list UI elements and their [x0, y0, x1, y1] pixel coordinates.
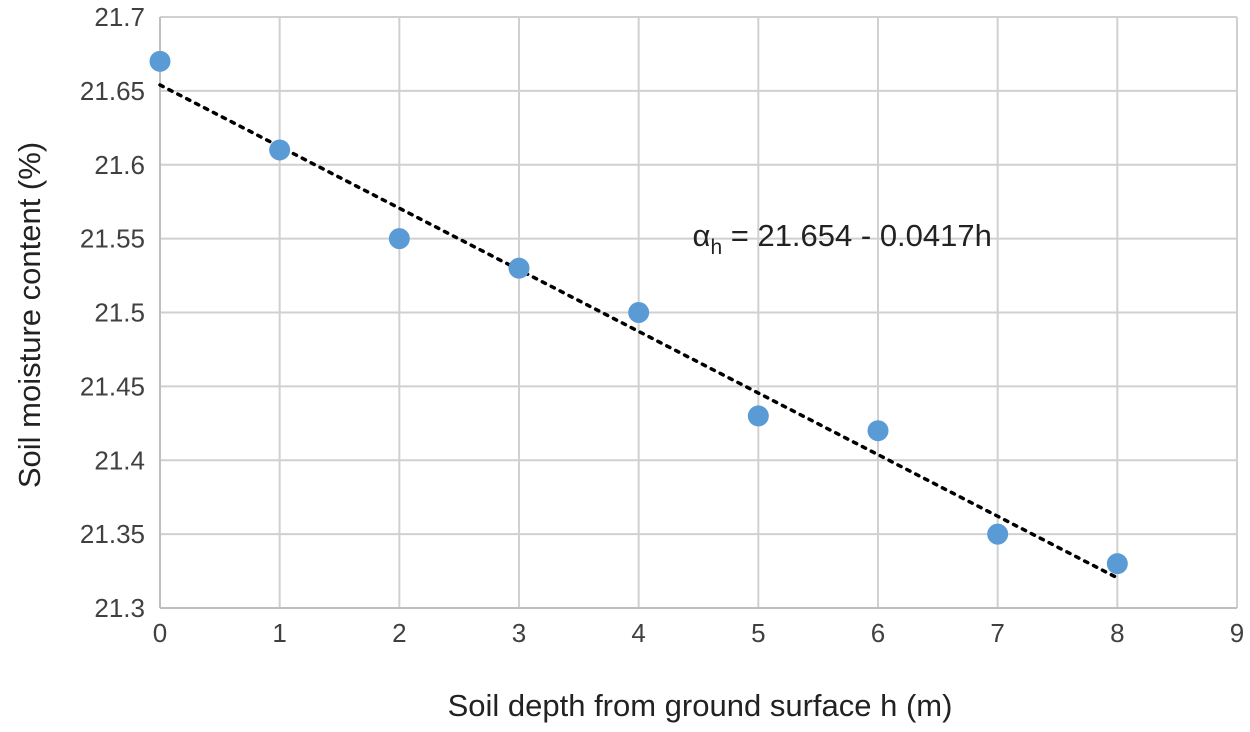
- x-tick-labels: 0 1 2 3 4 5 6 7 8 9: [153, 618, 1244, 648]
- y-tick-labels: 21.3 21.35 21.4 21.45 21.5 21.55 21.6 21.65 21.7: [80, 2, 145, 623]
- data-point: [867, 420, 889, 442]
- y-tick-label: 21.6: [94, 150, 145, 180]
- equation-annotation: αh = 21.654 - 0.0417h: [693, 218, 992, 259]
- gridlines: [160, 16, 1238, 608]
- x-tick-label: 7: [990, 618, 1004, 648]
- data-point: [628, 302, 650, 323]
- x-axis-label: Soil depth from ground surface h (m): [448, 688, 953, 723]
- x-tick-label: 4: [631, 618, 645, 648]
- x-tick-label: 6: [871, 618, 885, 648]
- y-tick-label: 21.3: [94, 593, 145, 623]
- y-tick-label: 21.5: [94, 298, 145, 328]
- x-tick-label: 1: [272, 618, 286, 648]
- equation-subscript: h: [710, 236, 722, 259]
- equation-body: = 21.654 - 0.0417h: [722, 218, 992, 253]
- y-tick-label: 21.65: [80, 76, 145, 106]
- data-point: [987, 523, 1009, 545]
- data-point: [149, 50, 171, 72]
- data-point: [747, 405, 769, 427]
- axes: [159, 17, 1237, 609]
- y-tick-label: 21.4: [94, 445, 145, 475]
- y-tick-label: 21.45: [80, 371, 145, 401]
- data-point: [1106, 553, 1128, 575]
- x-tick-label: 8: [1110, 618, 1124, 648]
- x-tick-label: 3: [512, 618, 526, 648]
- x-tick-label: 5: [751, 618, 765, 648]
- equation-symbol: α: [693, 218, 711, 253]
- y-tick-label: 21.35: [80, 519, 145, 549]
- y-axis-label: Soil moisture content (%): [12, 142, 47, 488]
- data-point: [269, 139, 291, 161]
- y-tick-label: 21.55: [80, 224, 145, 254]
- data-points: [149, 50, 1128, 575]
- x-tick-label: 0: [153, 618, 167, 648]
- data-point: [508, 257, 530, 279]
- y-tick-label: 21.7: [94, 2, 145, 32]
- data-point: [388, 228, 410, 250]
- trendline: [158, 83, 1120, 580]
- x-tick-label: 9: [1230, 618, 1244, 648]
- x-tick-label: 2: [392, 618, 406, 648]
